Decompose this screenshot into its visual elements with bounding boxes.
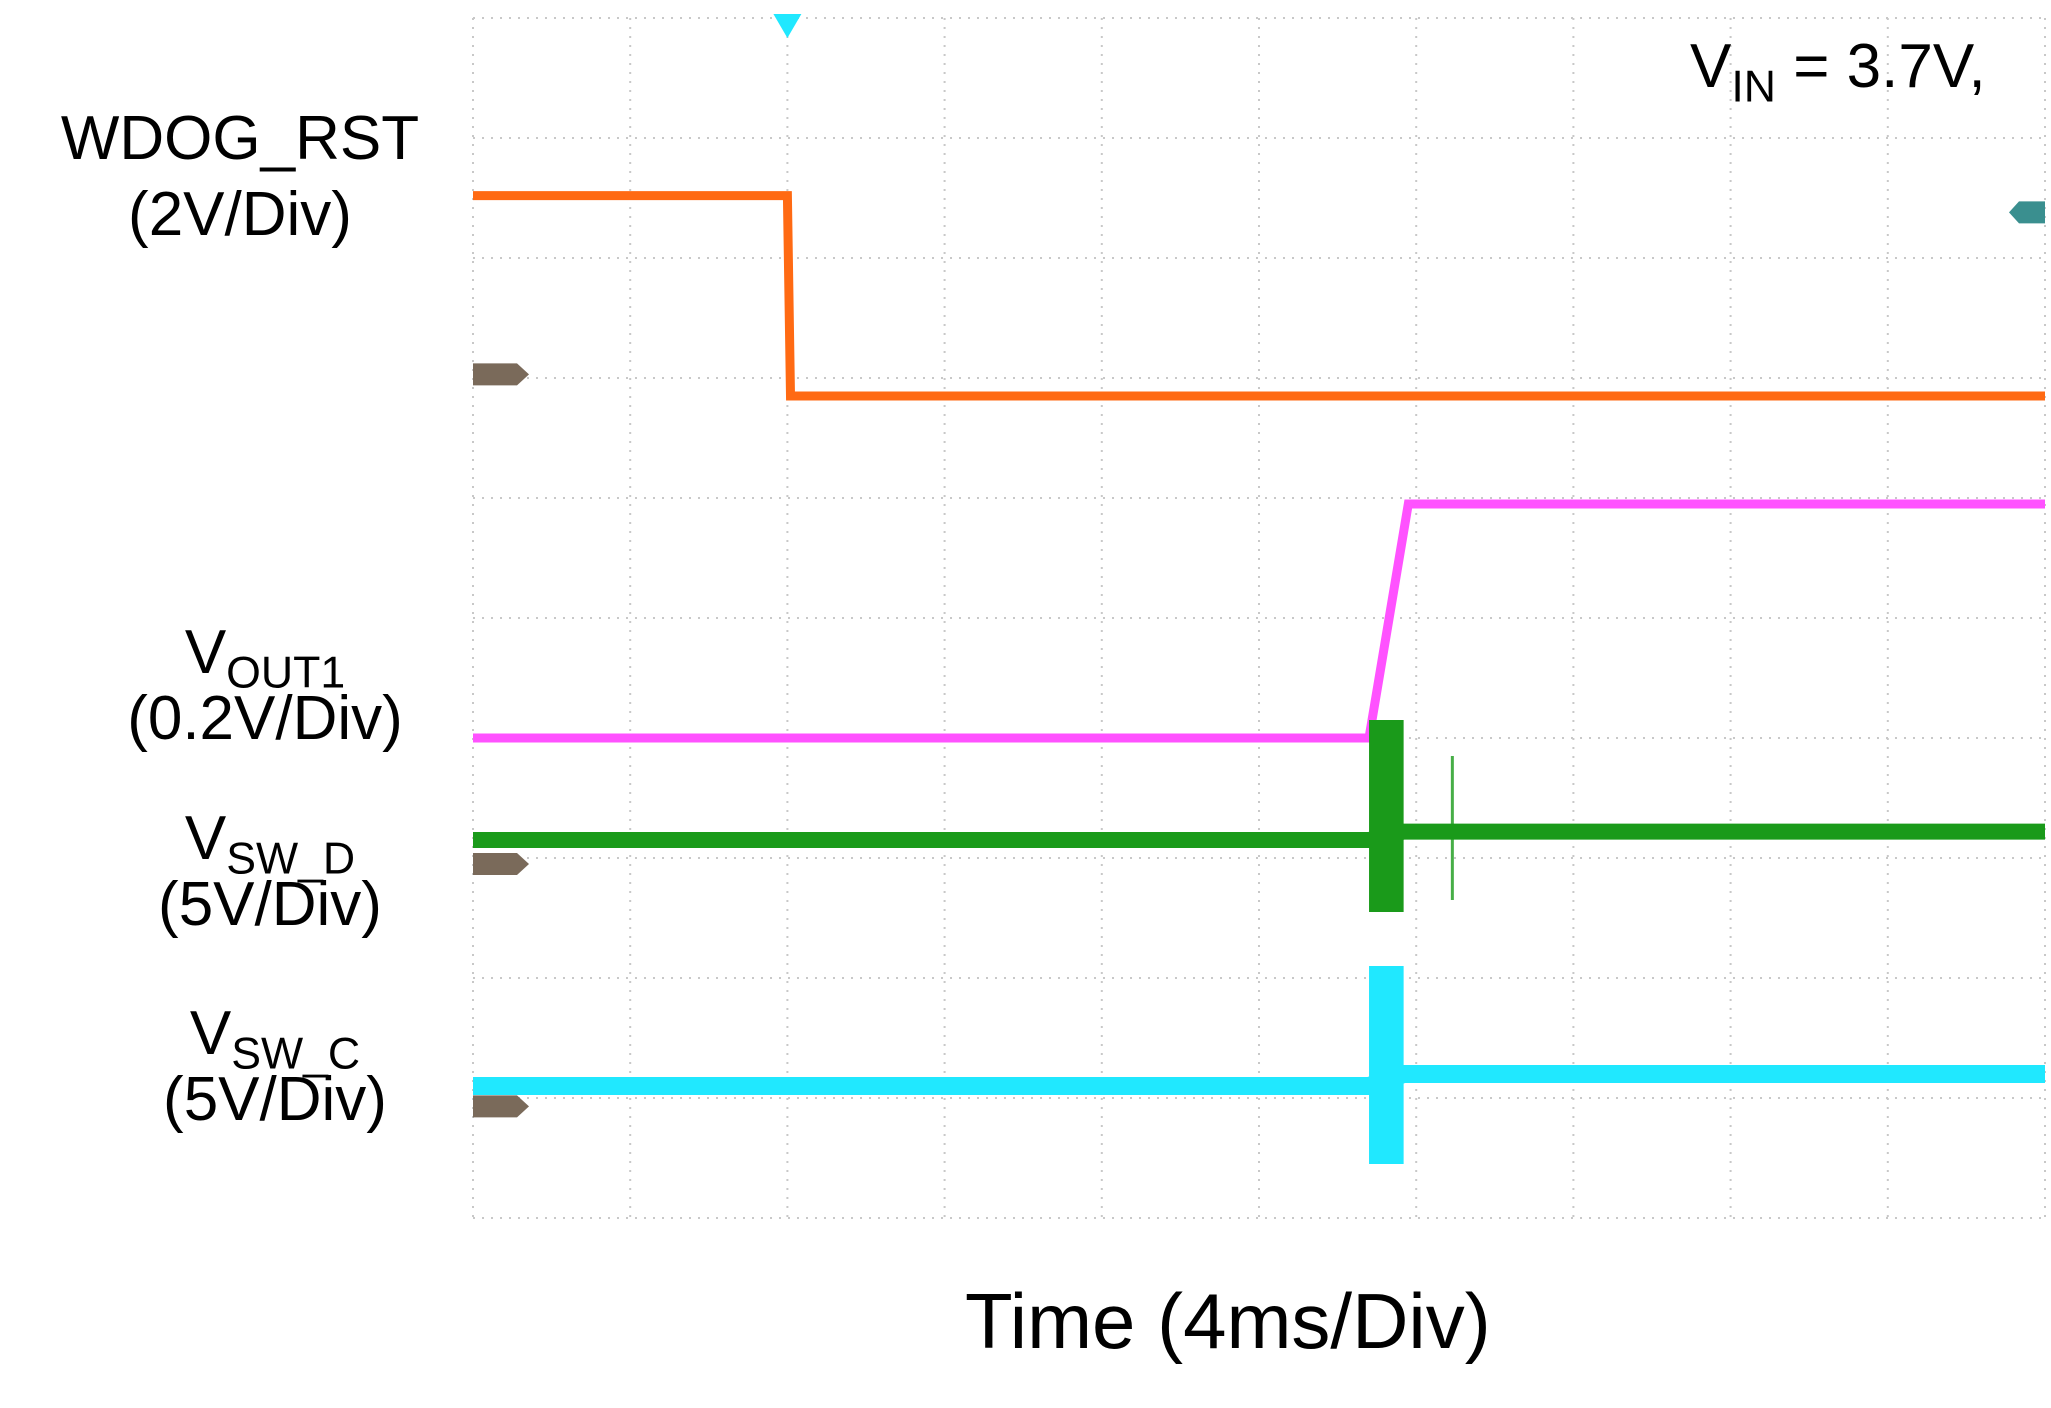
vsw-c-name: VSW_C [189, 999, 361, 1079]
vout1-label: VOUT1 (0.2V/Div) [100, 622, 430, 750]
trigger-level-marker-icon [2009, 201, 2045, 224]
wdog-rst-label: WDOG_RST (2V/Div) [20, 108, 460, 246]
vsw-d-scale: (5V/Div) [158, 870, 382, 939]
vswc-switching-burst [1369, 966, 1404, 1164]
x-axis-label: Time (4ms/Div) [965, 1277, 1491, 1365]
vout1-name: VOUT1 [184, 618, 346, 698]
wdog-rst-scale: (2V/Div) [128, 180, 352, 249]
vsw-d-name: VSW_D [184, 804, 356, 884]
vsw-c-label: VSW_C (5V/Div) [125, 1003, 425, 1131]
wdog-rst-name: WDOG_RST [60, 104, 420, 173]
traces [473, 191, 2045, 1164]
vswc-ground-marker-icon [473, 1095, 529, 1118]
vin-annotation: VIN = 3.7V, [1690, 32, 1986, 112]
trigger-marker-icon [773, 14, 802, 38]
vswd-trace [473, 823, 2045, 848]
markers [473, 14, 2045, 1118]
wdog-trace [473, 191, 2045, 401]
vswd-switching-burst [1369, 720, 1404, 912]
wdog-ground-marker-icon [473, 363, 529, 386]
vswc-trace [473, 1065, 2045, 1095]
vout1-trace [473, 499, 2045, 743]
grid [472, 17, 2046, 1219]
vout1-scale: (0.2V/Div) [127, 684, 403, 753]
vsw-d-label: VSW_D (5V/Div) [120, 808, 420, 936]
vswd-ground-marker-icon [473, 853, 529, 875]
vsw-c-scale: (5V/Div) [163, 1065, 387, 1134]
